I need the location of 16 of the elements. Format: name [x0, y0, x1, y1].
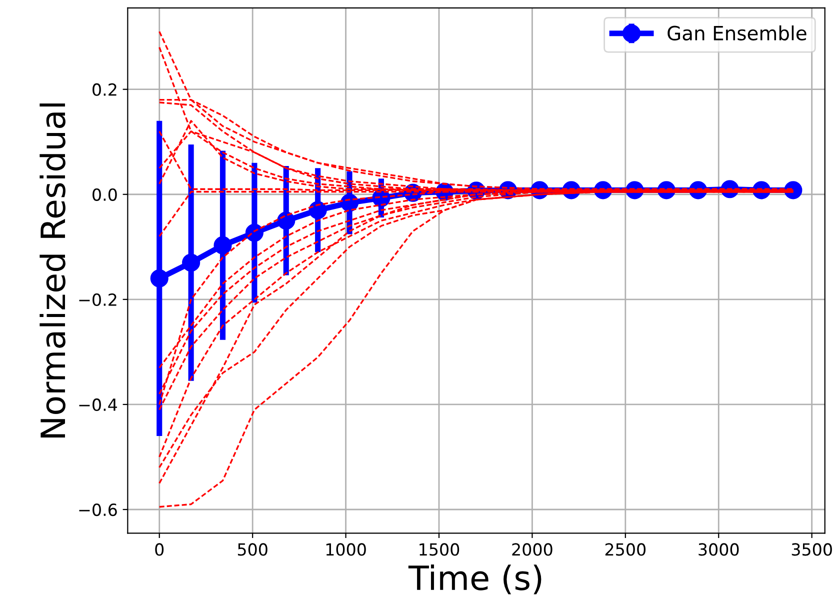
y-axis-title: Normalized Residual — [40, 103, 66, 438]
x-tick-label: 1500 — [420, 543, 460, 556]
y-tick-label: −0.4 — [79, 398, 118, 412]
y-tick-label: 0.2 — [92, 83, 116, 96]
x-axis-title: Time (s) — [408, 564, 542, 594]
x-tick-label: 500 — [238, 543, 268, 556]
x-tick-label: 1000 — [326, 543, 366, 556]
x-tick-label: 3500 — [792, 543, 832, 556]
y-tick-label: 0.0 — [92, 188, 117, 201]
x-tick-label: 2500 — [605, 543, 646, 556]
x-tick-label: 3000 — [698, 543, 739, 556]
x-tick-label: 2000 — [512, 543, 552, 556]
y-tick-label: −0.2 — [79, 293, 116, 306]
x-tick-label: 0 — [155, 543, 164, 556]
y-tick-label: −0.6 — [79, 503, 117, 516]
legend-label: Gan Ensemble — [668, 25, 806, 40]
